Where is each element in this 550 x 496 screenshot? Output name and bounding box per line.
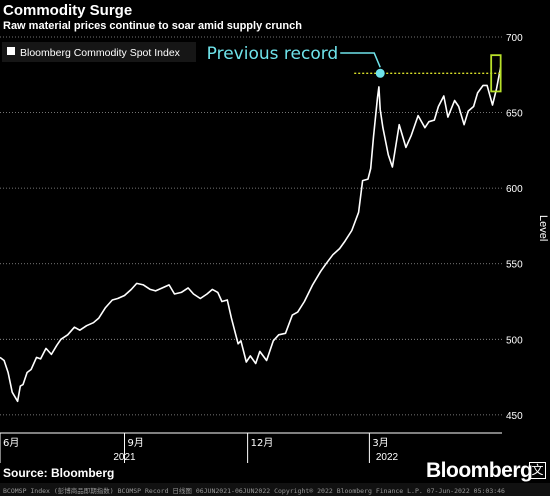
series-layer <box>0 67 502 403</box>
y-tick-label-450: 450 <box>506 411 523 422</box>
language-badge: 文 <box>529 462 546 479</box>
y-axis-label: Level <box>537 215 549 241</box>
source-note: Source: Bloomberg <box>3 466 115 480</box>
latest-high-highlight-box <box>490 54 502 93</box>
y-tick-label-700: 700 <box>506 33 523 44</box>
annotation-leader-line <box>340 52 381 68</box>
x-tick-label-3: 3月 <box>372 437 388 449</box>
legend: Bloomberg Commodity Spot Index <box>2 42 196 62</box>
legend-box <box>2 42 196 62</box>
legend-label-bloomberg-commodity-spot-index: Bloomberg Commodity Spot Index <box>20 47 181 59</box>
x-tick-label-1: 9月 <box>127 437 143 449</box>
x-axis-ticks: 6月 9月 12月 3月 2021 2022 <box>0 433 399 463</box>
page-title: Commodity Surge <box>3 2 133 19</box>
annotation-layer: Previous record <box>207 44 502 93</box>
series-line-bloomberg-commodity-spot-index <box>0 67 502 403</box>
page-subtitle: Raw material prices continue to soar ami… <box>3 20 302 32</box>
y-tick-label-500: 500 <box>506 335 523 346</box>
terminal-footer-text: BCOMSP Index (彭博商品即期指数) BCOMSP Record 日线… <box>3 487 505 495</box>
y-axis-ticks: 450 500 550 600 650 700 <box>506 33 523 422</box>
y-tick-label-550: 550 <box>506 260 523 271</box>
y-tick-label-600: 600 <box>506 184 523 195</box>
x-tick-label-2: 12月 <box>251 437 274 449</box>
terminal-footer <box>0 483 550 496</box>
y-tick-label-650: 650 <box>506 109 523 120</box>
bloomberg-logo: Bloomberg <box>426 459 533 482</box>
x-tick-label-0: 6月 <box>3 437 19 449</box>
legend-swatch <box>7 47 15 55</box>
x-year-label-2021: 2021 <box>113 452 136 463</box>
annotation-previous-record: Previous record <box>207 44 339 64</box>
previous-record-marker <box>375 68 385 78</box>
x-year-label-2022: 2022 <box>376 452 399 463</box>
